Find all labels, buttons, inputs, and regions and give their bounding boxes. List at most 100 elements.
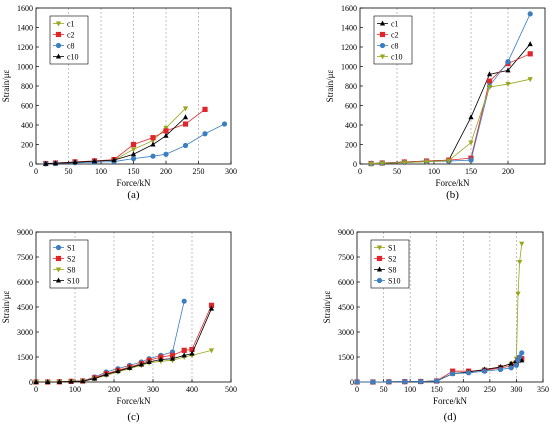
legend-marker: [55, 21, 62, 27]
legend-marker: [55, 267, 62, 273]
legend-label: c2: [391, 31, 399, 40]
data-point: [146, 359, 152, 364]
data-point: [181, 298, 187, 304]
x-tick-label: 50: [393, 167, 401, 176]
x-tick-label: 250: [484, 385, 496, 394]
panel-label: (d): [444, 411, 457, 423]
legend-label: S8: [388, 266, 396, 275]
x-tick-label: 200: [502, 167, 514, 176]
data-point: [519, 350, 525, 356]
y-tick-label: 9000: [17, 228, 33, 237]
data-point: [56, 378, 62, 384]
series-line: [45, 116, 186, 165]
series-line: [357, 359, 522, 383]
data-point: [111, 157, 117, 163]
series-line: [36, 308, 212, 383]
data-point: [163, 132, 169, 138]
x-tick-label: 150: [465, 167, 477, 176]
x-tick-label: 100: [404, 385, 416, 394]
data-point: [354, 379, 360, 385]
data-point: [138, 361, 144, 367]
legend-label: S10: [388, 277, 400, 286]
data-point: [45, 379, 51, 384]
legend-label: S10: [67, 277, 79, 286]
y-tick-label: 0: [29, 160, 33, 169]
y-tick-label: 600: [21, 102, 33, 111]
y-tick-label: 1400: [341, 24, 357, 33]
legend-marker: [55, 277, 62, 283]
y-tick-label: 1500: [17, 353, 33, 362]
data-point: [208, 305, 215, 311]
data-point: [401, 160, 407, 166]
data-point: [505, 67, 511, 73]
legend-label: c10: [391, 53, 403, 62]
data-point: [202, 131, 208, 137]
x-tick-label: 100: [69, 385, 81, 394]
legend-label: S1: [388, 244, 396, 253]
data-point: [169, 352, 176, 358]
series-line: [45, 109, 206, 164]
chart-panel-4: 0 50 100 150 200 250 300 350 0 1500 3000 4500 6000 75…: [322, 228, 549, 423]
legend-label: c2: [67, 31, 75, 40]
data-point: [505, 59, 511, 65]
legend-label: c1: [391, 20, 399, 29]
x-tick-label: 200: [457, 385, 469, 394]
data-point: [208, 348, 215, 354]
data-point: [182, 142, 189, 149]
y-tick-label: 4500: [338, 303, 354, 312]
data-point: [418, 378, 424, 385]
data-point: [402, 379, 408, 385]
data-point: [527, 41, 533, 47]
legend-box: [373, 15, 413, 65]
data-point: [33, 379, 39, 384]
x-tick-label: 400: [186, 385, 198, 394]
data-point: [158, 356, 164, 362]
data-point: [221, 121, 228, 127]
data-point: [466, 370, 472, 376]
data-point: [486, 84, 493, 90]
data-point: [508, 360, 514, 366]
y-tick-label: 1200: [17, 43, 33, 52]
data-point: [130, 151, 137, 157]
data-point: [181, 352, 187, 358]
y-tick-label: 7500: [17, 253, 33, 262]
series-line: [371, 53, 531, 164]
data-point: [52, 160, 59, 166]
y-tick-label: 6000: [338, 278, 354, 287]
y-tick-label: 400: [345, 121, 357, 130]
data-point: [379, 161, 385, 167]
series-S10: [354, 350, 525, 385]
legend-label: c1: [67, 20, 75, 29]
data-point: [103, 371, 109, 377]
y-tick-label: 1500: [338, 353, 354, 362]
legend-marker: [379, 54, 386, 60]
y-tick-label: 600: [345, 102, 357, 111]
y-tick-label: 3000: [338, 328, 354, 337]
data-point: [208, 302, 215, 308]
legend: c1 c2 c8 c10: [49, 15, 89, 65]
y-axis-label: Strain/με: [1, 69, 11, 102]
legend-label: c8: [67, 42, 75, 51]
y-tick-label: 200: [21, 141, 33, 150]
data-point: [515, 291, 521, 297]
legend-label: S8: [67, 266, 75, 275]
legend-marker: [379, 42, 386, 49]
x-tick-label: 300: [225, 167, 237, 176]
data-point: [163, 128, 169, 134]
data-point: [202, 106, 208, 112]
series-c2: [43, 106, 208, 167]
series-S10: [33, 305, 215, 384]
y-tick-label: 400: [21, 121, 33, 130]
y-tick-label: 1200: [341, 43, 357, 52]
data-point: [43, 160, 49, 166]
legend-marker: [55, 31, 62, 38]
legend-label: c8: [391, 42, 399, 51]
data-point: [182, 114, 189, 120]
y-tick-label: 0: [350, 378, 354, 387]
y-tick-label: 1400: [17, 24, 33, 33]
data-point: [481, 368, 488, 374]
data-point: [368, 161, 374, 167]
x-tick-label: 300: [510, 385, 522, 394]
series-S1: [33, 298, 187, 385]
